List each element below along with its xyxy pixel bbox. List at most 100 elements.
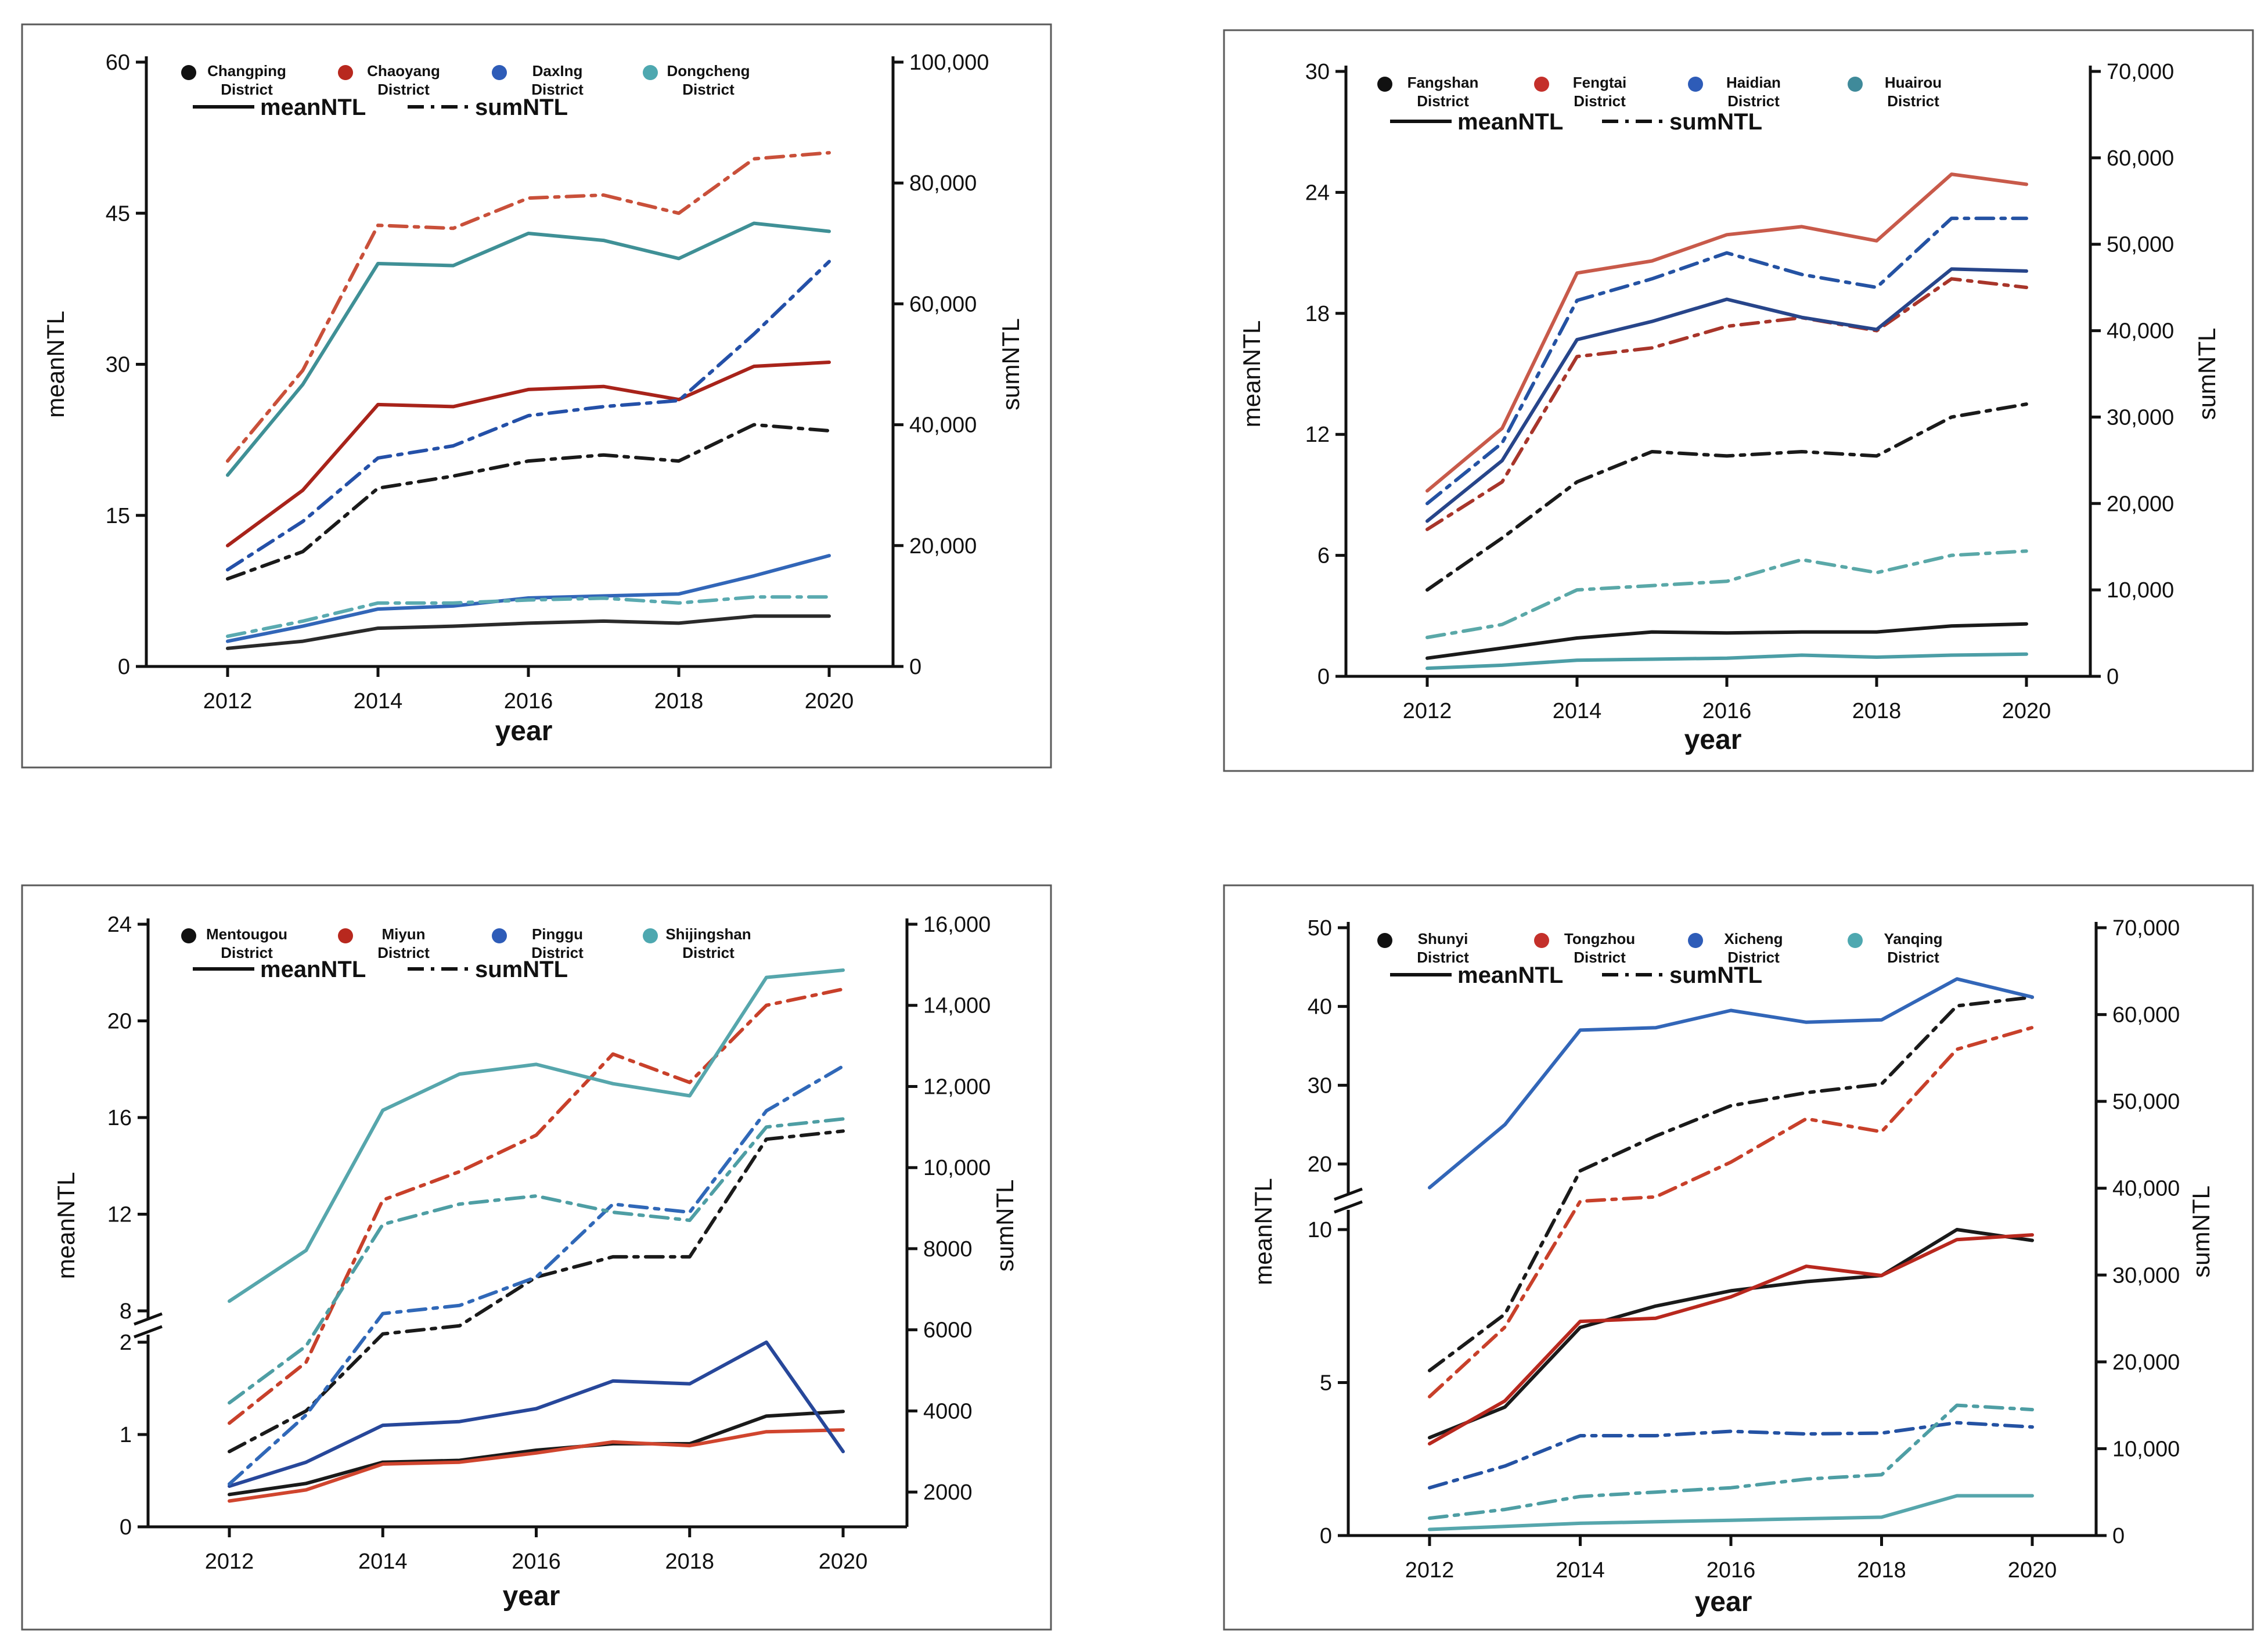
legend-marker (1377, 933, 1392, 948)
series-line-shunyi-district-sumntl (1428, 995, 2034, 1372)
legend-label: Changping (207, 62, 286, 80)
left-tick-label: 2 (120, 1331, 132, 1355)
right-tick-label: 20,000 (2107, 492, 2174, 516)
legend-label: Haidian (1726, 74, 1781, 91)
series-line-mentougou-district-meanntl (228, 1410, 845, 1497)
left-tick-label: 20 (1308, 1152, 1332, 1177)
legend-style-label: sumNTL (475, 95, 568, 120)
x-tick-label: 2012 (1403, 699, 1452, 723)
series-line-yanqing-district-meanntl (1428, 1494, 2034, 1531)
series-line-daxing-district-sumntl (226, 260, 831, 572)
series-line-changping-district-sumntl (226, 423, 831, 581)
legend-label: District (531, 81, 584, 98)
legend-label: Mentougou (206, 925, 287, 943)
left-tick-label: 0 (120, 1515, 132, 1540)
series-line-changping-district-meanntl (226, 614, 831, 650)
axis-break-mark (1334, 1200, 1363, 1214)
left-tick-label: 5 (1320, 1371, 1332, 1396)
series-line-shijingshan-district-meanntl (228, 968, 845, 1303)
legend-label: District (531, 944, 584, 961)
legend-style-label: meanNTL (1457, 109, 1563, 135)
legend-label: District (1887, 92, 1939, 110)
left-axis-title: meanNTL (42, 311, 69, 417)
legend-label: Huairou (1885, 74, 1942, 91)
x-tick-label: 2018 (1857, 1558, 1906, 1583)
left-tick-label: 30 (106, 353, 130, 377)
right-tick-label: 20,000 (909, 534, 977, 558)
series-line-huairou-district-sumntl (1425, 549, 2028, 639)
legend-label: District (1887, 949, 1939, 966)
legend-label: Chaoyang (367, 62, 440, 80)
left-tick-label: 18 (1305, 302, 1330, 326)
axis-break-mark (134, 1312, 163, 1326)
x-axis-title: year (1695, 1587, 1752, 1617)
legend-label: Tongzhou (1564, 930, 1635, 947)
right-tick-label: 20,000 (2112, 1350, 2180, 1375)
left-axis-title: meanNTL (1238, 320, 1265, 427)
left-tick-label: 6 (1317, 544, 1330, 568)
x-tick-label: 2020 (2002, 699, 2051, 723)
right-tick-label: 40,000 (2107, 319, 2174, 344)
legend-style-label: sumNTL (1669, 963, 1762, 988)
x-axis-title: year (503, 1581, 560, 1612)
legend-label: District (1727, 949, 1780, 966)
x-axis-title: year (495, 716, 553, 747)
x-tick-label: 2014 (358, 1549, 408, 1574)
right-tick-label: 70,000 (2107, 60, 2174, 84)
legend-label: Dongcheng (667, 62, 750, 80)
right-tick-label: 10,000 (2112, 1437, 2180, 1461)
right-tick-label: 100,000 (909, 51, 989, 75)
legend-style-label: meanNTL (260, 95, 366, 120)
right-axis-title: sumNTL (2187, 1185, 2215, 1278)
legend-style-label: meanNTL (260, 957, 366, 982)
legend-marker (1688, 77, 1703, 92)
series-line-pinggu-district-meanntl (228, 1340, 845, 1488)
x-tick-label: 2016 (512, 1549, 561, 1574)
legend-marker (1848, 77, 1863, 92)
series-line-mentougou-district-sumntl (228, 1129, 845, 1454)
chart-panel-2: 0 6 12 18 24 30 0 10,000 20,000 30,000 40,000 50,00… (1223, 29, 2254, 772)
legend-marker (181, 65, 196, 80)
chart-frame (1223, 884, 2254, 1631)
legend-label: District (377, 944, 430, 961)
right-tick-label: 10,000 (2107, 578, 2174, 603)
right-tick-label: 16,000 (923, 913, 991, 937)
right-tick-label: 10,000 (923, 1156, 991, 1180)
left-tick-label: 30 (1305, 60, 1330, 84)
left-tick-label: 16 (107, 1106, 132, 1130)
right-axis-title: sumNTL (991, 1180, 1018, 1272)
legend-label: District (377, 81, 430, 98)
legend-marker (492, 65, 507, 80)
legend-label: Shijingshan (665, 925, 751, 943)
right-tick-label: 30,000 (2107, 405, 2174, 430)
legend-marker (1534, 77, 1549, 92)
series-line-shunyi-district-meanntl (1428, 1228, 2034, 1440)
x-tick-label: 2016 (1702, 699, 1752, 723)
right-tick-label: 50,000 (2112, 1090, 2180, 1114)
right-tick-label: 0 (2107, 665, 2119, 689)
series-line-haidian-district-meanntl (1425, 267, 2028, 523)
legend-label: Fangshan (1407, 74, 1479, 91)
legend-label: District (1727, 92, 1780, 110)
chart-panel-1: 0 15 30 45 60 0 20,000 40,000 60,000 80,000 100,00… (21, 23, 1052, 769)
right-tick-label: 80,000 (909, 171, 977, 196)
chart-panel-3: 012812162024200040006000800010,00012,000… (21, 884, 1052, 1631)
legend-label: District (221, 944, 273, 961)
right-tick-label: 2000 (923, 1480, 973, 1505)
legend-label: Pinggu (532, 925, 583, 943)
series-line-xicheng-district-meanntl (1428, 977, 2034, 1190)
legend-label: District (1574, 92, 1626, 110)
right-tick-label: 0 (2112, 1524, 2125, 1548)
left-tick-label: 15 (106, 504, 130, 528)
left-tick-label: 0 (1317, 665, 1330, 689)
legend-label: District (1417, 949, 1469, 966)
right-tick-label: 0 (909, 655, 921, 679)
legend-label: Yanqing (1884, 930, 1942, 947)
legend-marker (1848, 933, 1863, 948)
series-line-chaoyang-district-sumntl (226, 151, 831, 463)
legend-marker (338, 928, 353, 943)
left-tick-label: 0 (118, 655, 130, 679)
axis-break-mark (1334, 1187, 1363, 1201)
series-line-pinggu-district-sumntl (228, 1064, 845, 1486)
x-tick-label: 2012 (203, 689, 253, 713)
